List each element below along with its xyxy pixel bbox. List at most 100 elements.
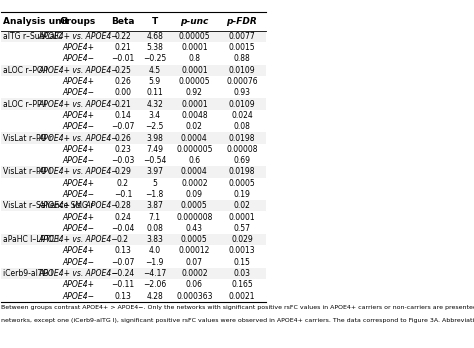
Text: 0.0005: 0.0005 xyxy=(181,235,208,244)
Text: 0.0021: 0.0021 xyxy=(228,292,255,301)
Text: APOE4+: APOE4+ xyxy=(62,280,94,289)
Text: APOE4+ vs. APOE4−: APOE4+ vs. APOE4− xyxy=(38,201,118,210)
Text: 7.49: 7.49 xyxy=(146,145,163,154)
Text: 0.00005: 0.00005 xyxy=(179,77,210,86)
Text: 0.000363: 0.000363 xyxy=(176,292,213,301)
Text: 0.43: 0.43 xyxy=(186,224,203,233)
Text: 5.38: 5.38 xyxy=(146,43,163,52)
Text: 4.5: 4.5 xyxy=(149,66,161,75)
Text: Groups: Groups xyxy=(60,17,96,26)
Text: 0.26: 0.26 xyxy=(115,77,131,86)
Text: APOE4+ vs. APOE4−: APOE4+ vs. APOE4− xyxy=(38,167,118,176)
Text: 0.69: 0.69 xyxy=(233,156,250,165)
Text: 0.0001: 0.0001 xyxy=(228,213,255,222)
Text: 0.0077: 0.0077 xyxy=(228,32,255,41)
Text: APOE4+ vs. APOE4−: APOE4+ vs. APOE4− xyxy=(38,269,118,278)
Text: APOE4−: APOE4− xyxy=(62,122,94,131)
Text: 0.15: 0.15 xyxy=(234,258,250,267)
Text: APOE4+: APOE4+ xyxy=(62,145,94,154)
Text: 4.32: 4.32 xyxy=(146,100,163,109)
Text: 0.29: 0.29 xyxy=(115,167,131,176)
Text: −0.07: −0.07 xyxy=(111,122,135,131)
Text: −0.03: −0.03 xyxy=(111,156,135,165)
Text: −0.1: −0.1 xyxy=(114,190,132,199)
Text: APOE4−: APOE4− xyxy=(62,224,94,233)
Text: 3.87: 3.87 xyxy=(146,201,163,210)
Text: APOE4−: APOE4− xyxy=(62,258,94,267)
Text: −0.04: −0.04 xyxy=(111,224,135,233)
Text: VisLat r–Salience SMG r: VisLat r–Salience SMG r xyxy=(3,201,93,210)
Text: 0.6: 0.6 xyxy=(188,156,201,165)
Text: networks, except one (iCerb9-aITG l), significant positive rsFC values were obse: networks, except one (iCerb9-aITG l), si… xyxy=(1,318,474,323)
Text: 0.0001: 0.0001 xyxy=(181,100,208,109)
Text: 3.4: 3.4 xyxy=(149,111,161,120)
Text: APOE4−: APOE4− xyxy=(62,54,94,63)
Text: APOE4+ vs. APOE4−: APOE4+ vs. APOE4− xyxy=(38,235,118,244)
Text: 4.28: 4.28 xyxy=(146,292,163,301)
Text: −2.06: −2.06 xyxy=(143,280,166,289)
Text: T: T xyxy=(152,17,158,26)
Text: APOE4+: APOE4+ xyxy=(62,179,94,188)
Text: p-FDR: p-FDR xyxy=(227,17,257,26)
Text: −0.01: −0.01 xyxy=(111,54,135,63)
Text: 0.25: 0.25 xyxy=(115,66,131,75)
Text: 0.00008: 0.00008 xyxy=(226,145,258,154)
Text: aPaHC l–LPTC l: aPaHC l–LPTC l xyxy=(3,235,59,244)
Text: APOE4+ vs. APOE4−: APOE4+ vs. APOE4− xyxy=(38,100,118,109)
Text: 0.0048: 0.0048 xyxy=(181,111,208,120)
Text: 0.19: 0.19 xyxy=(234,190,250,199)
Text: −1.9: −1.9 xyxy=(146,258,164,267)
Text: −0.07: −0.07 xyxy=(111,258,135,267)
Text: 0.13: 0.13 xyxy=(115,246,131,255)
Text: 0.06: 0.06 xyxy=(186,280,203,289)
Bar xyxy=(1,98,266,110)
Text: 0.0002: 0.0002 xyxy=(181,269,208,278)
Text: 0.21: 0.21 xyxy=(115,43,131,52)
Text: APOE4−: APOE4− xyxy=(62,88,94,97)
Text: 0.2: 0.2 xyxy=(117,179,129,188)
Text: 0.24: 0.24 xyxy=(115,213,131,222)
Text: VisLat r–PO r: VisLat r–PO r xyxy=(3,134,52,142)
Text: −1.8: −1.8 xyxy=(146,190,164,199)
Text: 0.26: 0.26 xyxy=(115,134,131,142)
Text: 4.68: 4.68 xyxy=(146,32,163,41)
Text: 0.0109: 0.0109 xyxy=(228,100,255,109)
Bar xyxy=(1,234,266,245)
Text: 0.0005: 0.0005 xyxy=(228,179,255,188)
Text: Analysis unit: Analysis unit xyxy=(3,17,69,26)
Text: aLOC r–PP l: aLOC r–PP l xyxy=(3,100,46,109)
Text: 0.92: 0.92 xyxy=(186,88,203,97)
Text: 0.00076: 0.00076 xyxy=(226,77,258,86)
Text: 5.9: 5.9 xyxy=(149,77,161,86)
Text: 3.97: 3.97 xyxy=(146,167,163,176)
Text: −0.24: −0.24 xyxy=(111,269,135,278)
Text: 0.0004: 0.0004 xyxy=(181,167,208,176)
Text: APOE4−: APOE4− xyxy=(62,190,94,199)
Text: APOE4+ vs. APOE4−: APOE4+ vs. APOE4− xyxy=(38,134,118,142)
Text: 0.09: 0.09 xyxy=(186,190,203,199)
Text: 0.0001: 0.0001 xyxy=(181,43,208,52)
Text: 0.08: 0.08 xyxy=(234,122,250,131)
Text: 0.0015: 0.0015 xyxy=(228,43,255,52)
Text: APOE4+ vs. APOE4−: APOE4+ vs. APOE4− xyxy=(38,32,118,41)
Text: APOE4+: APOE4+ xyxy=(62,77,94,86)
Text: 0.0005: 0.0005 xyxy=(181,201,208,210)
Text: p-unc: p-unc xyxy=(180,17,209,26)
Text: 0.0004: 0.0004 xyxy=(181,134,208,142)
Text: iCerb9-aITG l: iCerb9-aITG l xyxy=(3,269,53,278)
Text: 0.029: 0.029 xyxy=(231,235,253,244)
Text: 0.165: 0.165 xyxy=(231,280,253,289)
Text: 3.83: 3.83 xyxy=(146,235,163,244)
Text: APOE4+: APOE4+ xyxy=(62,43,94,52)
Text: 0.02: 0.02 xyxy=(234,201,250,210)
Text: 4.0: 4.0 xyxy=(149,246,161,255)
Text: APOE4+: APOE4+ xyxy=(62,246,94,255)
Text: 0.00012: 0.00012 xyxy=(179,246,210,255)
Text: 0.0013: 0.0013 xyxy=(228,246,255,255)
Text: Beta: Beta xyxy=(111,17,135,26)
Text: 0.22: 0.22 xyxy=(115,32,131,41)
Bar xyxy=(1,166,266,177)
Text: 7.1: 7.1 xyxy=(149,213,161,222)
Text: 0.93: 0.93 xyxy=(233,88,250,97)
Text: aLOC r–PO l: aLOC r–PO l xyxy=(3,66,47,75)
